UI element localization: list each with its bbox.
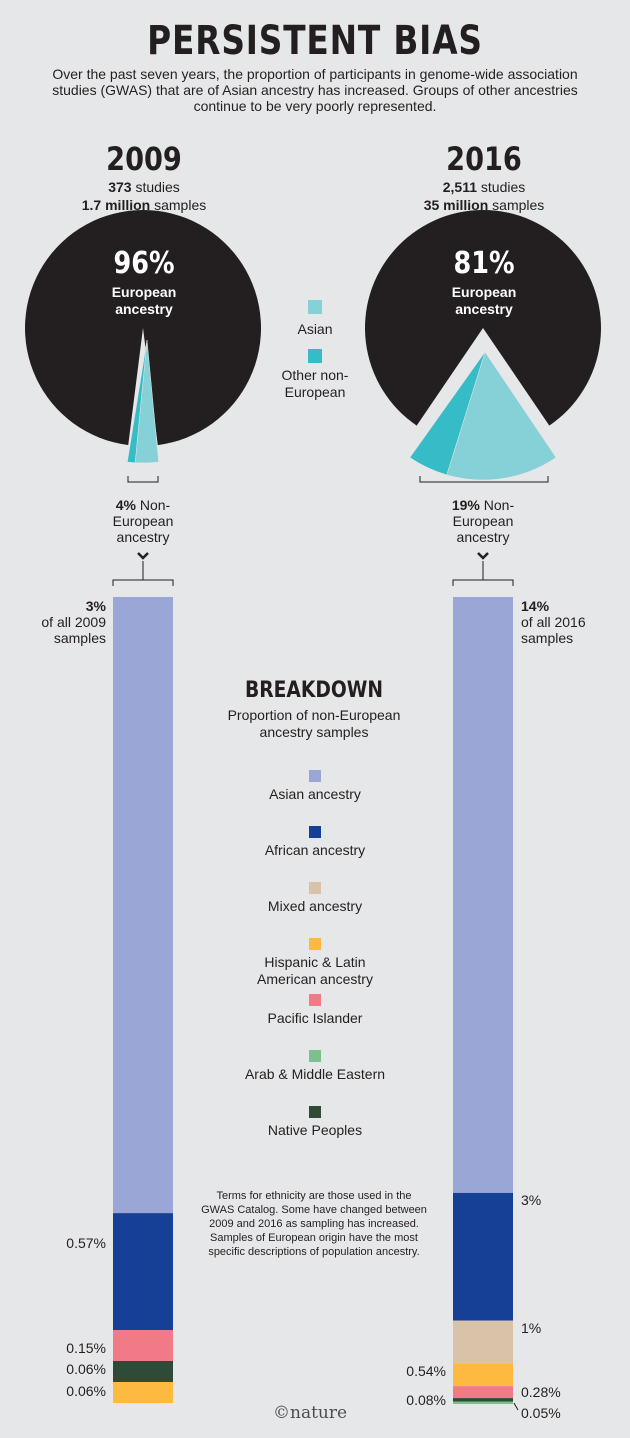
year-2009-info: 373 studies 1.7 million samples bbox=[44, 178, 244, 214]
pie-2009 bbox=[25, 210, 262, 464]
year-2009-heading: 2009 bbox=[106, 140, 182, 178]
legend-swatch-pacific bbox=[309, 994, 321, 1006]
bar-segment-hispanic bbox=[453, 1363, 513, 1387]
label-2016-hispanic: 0.54% bbox=[406, 1363, 446, 1379]
bar-segment-pacific bbox=[453, 1386, 513, 1399]
legend-label-mixed: Mixed ancestry bbox=[267, 898, 363, 914]
bracket-2016-bar bbox=[452, 561, 514, 586]
bracket-2009-bar bbox=[112, 561, 174, 586]
legend-label-native: Native Peoples bbox=[267, 1122, 363, 1138]
pie-slice-european bbox=[25, 210, 262, 446]
bar-segment-arab bbox=[453, 1401, 513, 1404]
legend-label-african: African ancestry bbox=[264, 842, 366, 858]
breakdown-title: BREAKDOWN bbox=[244, 678, 384, 703]
label-2009-african: 0.57% bbox=[66, 1235, 106, 1251]
legend-swatch-hispanic bbox=[309, 938, 321, 950]
label-2009-hispanic: 0.06% bbox=[66, 1383, 106, 1399]
bar-segment-native bbox=[453, 1398, 513, 1402]
chart-subtitle: Over the past seven years, the proportio… bbox=[52, 66, 578, 114]
legend-label-arab: Arab & Middle Eastern bbox=[244, 1066, 386, 1082]
chevron-down-icon bbox=[137, 552, 149, 560]
pie-legend-asian: Asian bbox=[297, 321, 333, 337]
samples-2016: 35 million samples bbox=[423, 197, 545, 213]
label-2016-pacific: 0.28% bbox=[521, 1384, 561, 1400]
pie-2016-label: European ancestry bbox=[451, 284, 517, 317]
bar-segment-asian bbox=[113, 597, 173, 1214]
terms-note: Terms for ethnicity are those used in th… bbox=[201, 1190, 427, 1258]
chart-title: PERSISTENT BIAS bbox=[147, 18, 483, 64]
pie-slice-asian bbox=[446, 351, 557, 481]
brackets bbox=[112, 476, 549, 1411]
breakdown-subtitle: Proportion of non-European ancestry samp… bbox=[227, 707, 401, 740]
label-2009-native: 0.06% bbox=[66, 1361, 106, 1377]
nature-logo: ©nature bbox=[273, 1403, 348, 1423]
year-2016-heading: 2016 bbox=[446, 140, 522, 178]
legend-swatch-arab bbox=[309, 1050, 321, 1062]
legend-swatch-mixed bbox=[309, 882, 321, 894]
leader-line-0-05 bbox=[513, 1402, 519, 1411]
legend-swatch-asian bbox=[308, 300, 322, 314]
legend-label-asian: Asian ancestry bbox=[269, 786, 361, 802]
bracket-2016-pie bbox=[419, 476, 549, 483]
pie-legend-other: Other non-European bbox=[281, 367, 349, 400]
bar-segment-mixed bbox=[453, 1320, 513, 1364]
legend-swatch-native bbox=[309, 1106, 321, 1118]
year-2016-info: 2,511 studies 35 million samples bbox=[384, 178, 584, 214]
bar-segment-hispanic bbox=[113, 1382, 173, 1403]
pie-2016 bbox=[365, 210, 602, 481]
label-2016-native: 0.08% bbox=[406, 1392, 446, 1408]
non-european-2009: 4% Non-European ancestry bbox=[112, 497, 174, 545]
pie-2016-pct: 81% bbox=[453, 246, 515, 281]
studies-2016: 2,511 studies bbox=[442, 179, 526, 195]
pie-2009-pct: 96% bbox=[113, 246, 175, 281]
label-2016-mixed: 1% bbox=[521, 1320, 542, 1336]
pie-slice-other-non-european bbox=[409, 351, 486, 476]
label-2009-pacific: 0.15% bbox=[66, 1340, 106, 1356]
bar-segment-pacific bbox=[113, 1330, 173, 1361]
bar-segment-african bbox=[453, 1192, 513, 1321]
pie-slice-other-non-european bbox=[127, 339, 148, 464]
bar-2016-top-label: 14% of all 2016 samples bbox=[521, 598, 586, 646]
bracket-2009-pie bbox=[127, 476, 159, 483]
stacked-bar-2016 bbox=[453, 597, 513, 1404]
chevron-down-icon bbox=[477, 552, 489, 560]
bar-segment-asian bbox=[453, 597, 513, 1193]
pie-slice-european bbox=[365, 210, 602, 426]
legend-swatch-asian bbox=[309, 770, 321, 782]
pie-2009-label: European ancestry bbox=[111, 284, 177, 317]
label-2016-african: 3% bbox=[521, 1192, 542, 1208]
bar-segment-african bbox=[113, 1213, 173, 1331]
bar-2009-top-label: 3% of all 2009 samples bbox=[41, 598, 106, 646]
stacked-bar-2009 bbox=[113, 597, 173, 1403]
non-european-2016: 19% Non-European ancestry bbox=[451, 497, 515, 545]
bar-segment-native bbox=[113, 1361, 173, 1382]
label-2016-arab: 0.05% bbox=[521, 1405, 561, 1421]
legend-swatch-other-non-european bbox=[308, 349, 322, 363]
samples-2009: 1.7 million samples bbox=[81, 197, 207, 213]
legend-swatch-african bbox=[309, 826, 321, 838]
legend-label-hispanic: Hispanic & Latin American ancestry bbox=[257, 954, 373, 987]
studies-2009: 373 studies bbox=[108, 179, 180, 195]
legend-label-pacific: Pacific Islander bbox=[267, 1010, 363, 1026]
